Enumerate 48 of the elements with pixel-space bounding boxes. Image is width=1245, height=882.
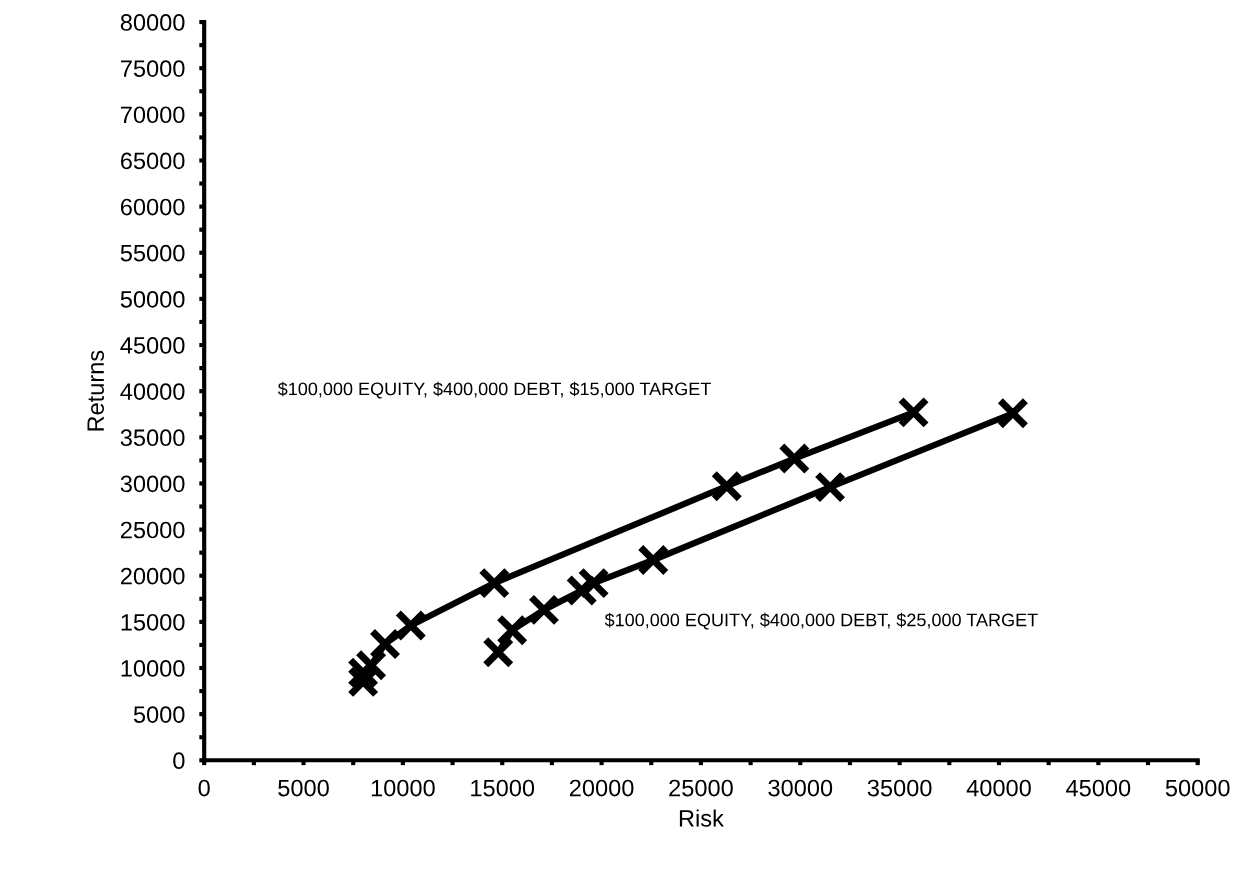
y-tick-label: 45000 (120, 337, 185, 354)
point (478, 567, 511, 600)
annotation: $100,000 EQUITY, $400,000 DEBT, $25,000 TARGET (604, 612, 1038, 630)
point (347, 656, 380, 689)
point (369, 628, 401, 660)
y-tick-label: 25000 (120, 521, 185, 539)
y-tick-label: 15000 (121, 613, 185, 631)
y-tick-label: 55000 (120, 244, 185, 262)
x-tick-label: 10000 (371, 779, 435, 797)
x-tick-label: 50000 (1165, 779, 1230, 797)
y-tick-label: 60000 (120, 198, 185, 216)
y-tick-label: 20000 (120, 567, 185, 585)
point (347, 665, 380, 698)
point (710, 470, 743, 503)
point (996, 397, 1029, 430)
y-tick-label: 40000 (120, 383, 185, 400)
point (814, 471, 847, 504)
y-tick-label: 35000 (120, 429, 185, 447)
x-axis-title: Risk (679, 809, 724, 827)
point (778, 442, 811, 475)
x-tick-label: 30000 (768, 779, 833, 797)
y-tick-label: 50000 (120, 290, 185, 308)
point (897, 396, 930, 429)
point (394, 609, 427, 642)
point (482, 636, 515, 669)
y-tick-label: 80000 (120, 14, 185, 31)
x-tick-label: 15000 (471, 779, 535, 797)
x-tick-label: 5000 (278, 779, 329, 797)
point (527, 593, 560, 626)
y-tick-label: 30000 (120, 475, 185, 493)
y-tick-label: 10000 (121, 660, 185, 677)
y-tick-label: 70000 (120, 106, 185, 124)
point (565, 574, 598, 607)
y-tick-label: 0 (173, 752, 185, 770)
x-tick-label: 25000 (669, 779, 733, 797)
y-tick-label: 65000 (120, 152, 185, 170)
point (577, 567, 610, 600)
y-tick-label: 5000 (133, 706, 185, 723)
x-tick-label: 35000 (867, 779, 932, 797)
x-tick-label: 20000 (569, 779, 634, 797)
y-tick-label: 75000 (120, 60, 185, 77)
y-axis-title: Returns (87, 350, 104, 431)
annotation: $100,000 EQUITY, $400,000 DEBT, $15,000 TARGET (277, 381, 711, 399)
x-tick-label: 45000 (1066, 779, 1131, 797)
point (496, 614, 529, 647)
x-tick-label: 0 (198, 779, 210, 797)
x-tick-label: 40000 (966, 779, 1031, 797)
point (637, 544, 670, 577)
